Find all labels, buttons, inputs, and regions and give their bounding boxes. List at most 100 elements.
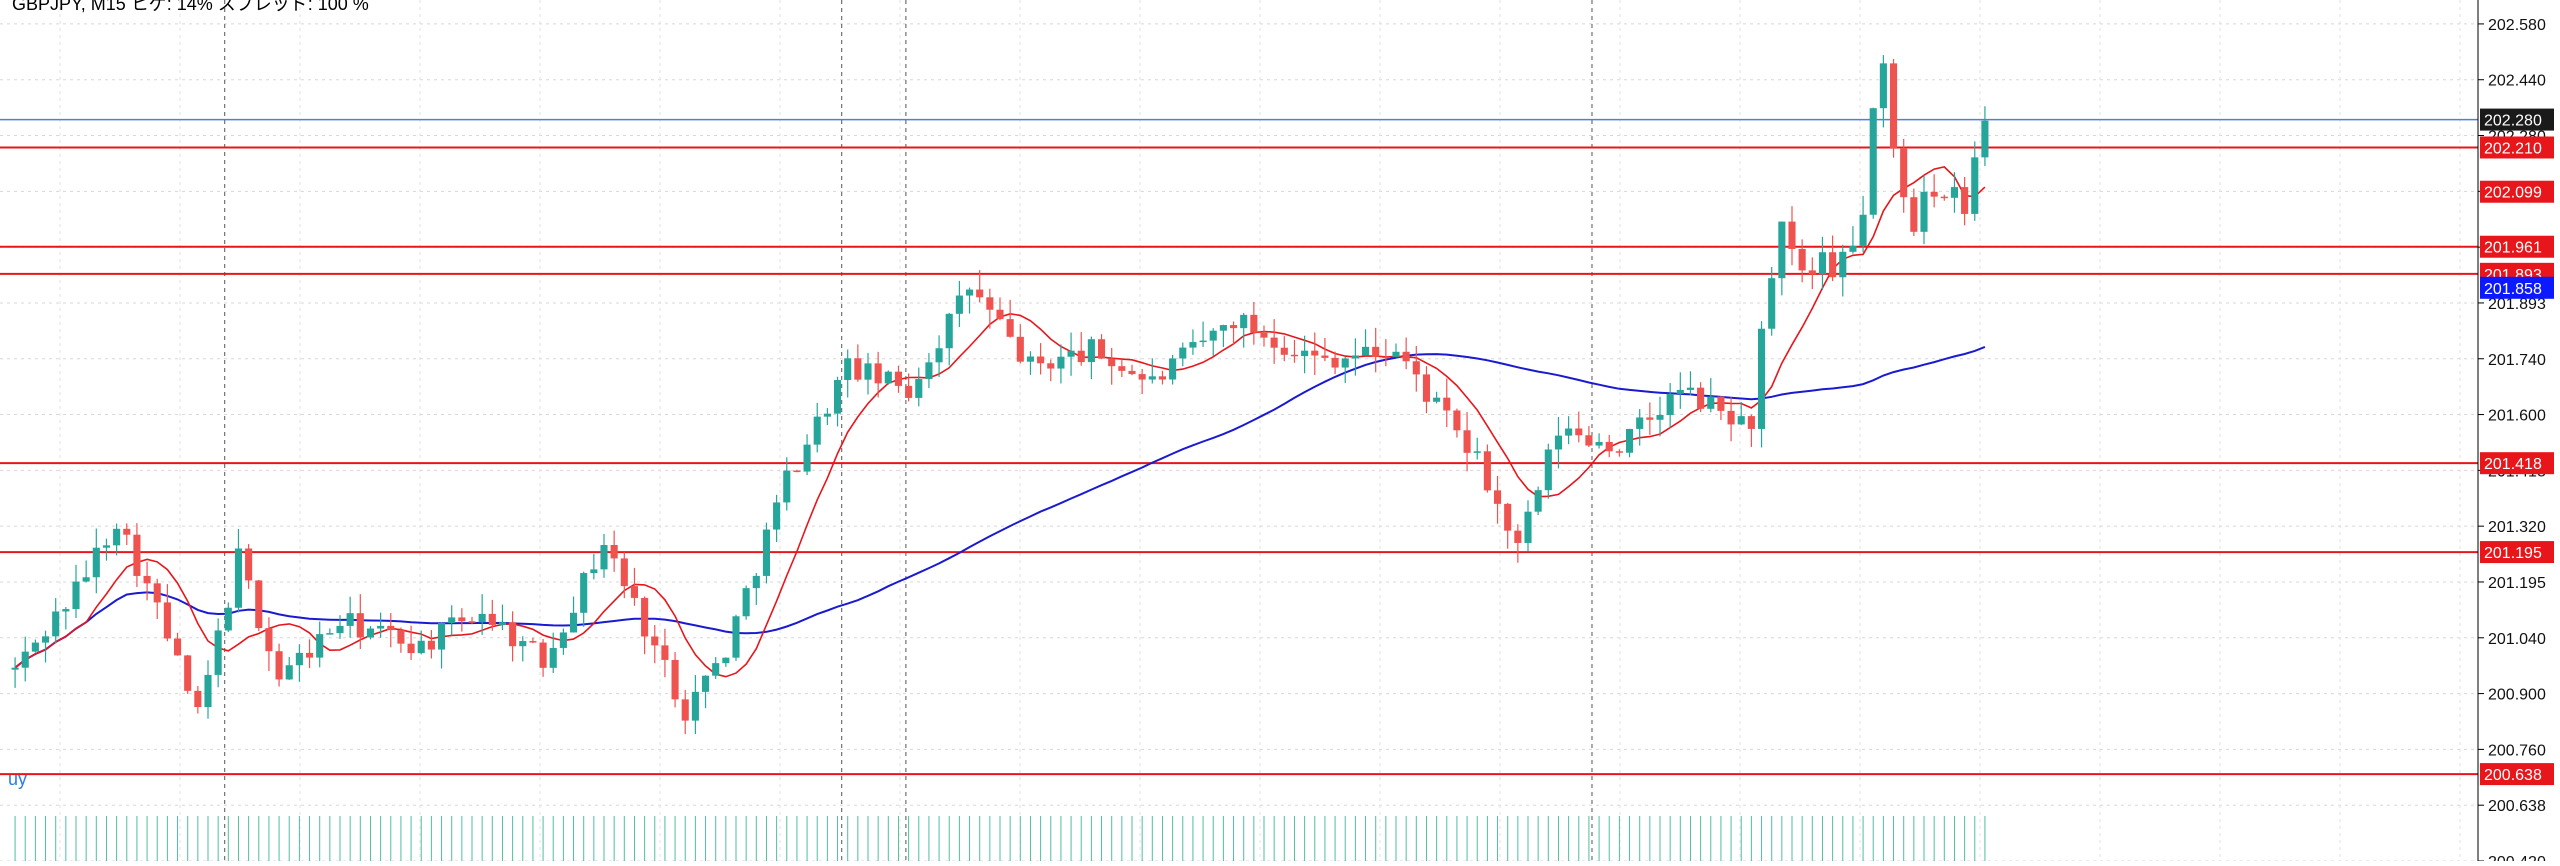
axis-tick-label: 200.420 (2488, 854, 2546, 861)
candle-body (1087, 339, 1095, 363)
candle-body (945, 313, 953, 349)
candle-body (1026, 356, 1035, 362)
candle-body (356, 613, 364, 638)
candle-body (1118, 366, 1126, 371)
candle-body (1950, 187, 1959, 198)
candle-body (559, 632, 567, 648)
candle-body (123, 528, 131, 535)
candle-body (955, 295, 963, 314)
candle-body (194, 690, 202, 708)
candle-body (366, 628, 375, 638)
candle-body (976, 289, 984, 298)
candle-body (874, 363, 882, 384)
price-tag: 202.280 (2480, 108, 2554, 131)
ma-slow-line (14, 345, 1986, 669)
candle-body (1788, 221, 1796, 249)
candle-body (590, 569, 598, 574)
candle-body (854, 358, 862, 380)
candle-body (864, 363, 872, 380)
axis-tick-label: 201.195 (2488, 575, 2546, 592)
candle-body (21, 651, 29, 668)
candle-body (1727, 410, 1735, 425)
candle-body (935, 348, 943, 363)
candle-body (1260, 332, 1268, 338)
candle-body (762, 529, 771, 576)
candle-body (651, 636, 659, 646)
candle-body (448, 617, 456, 624)
candle-body (417, 640, 425, 654)
level-tag: 201.418 (2480, 452, 2554, 475)
candle-body (1138, 374, 1146, 380)
candle-body (1717, 396, 1725, 411)
candle-body (1047, 363, 1055, 369)
candle-body (1077, 350, 1085, 363)
candle-body (488, 613, 496, 625)
candle-body (1219, 325, 1227, 331)
candle-body (163, 602, 171, 639)
candle-body (1686, 387, 1695, 390)
candle-body (600, 545, 608, 570)
candle-body (905, 385, 913, 398)
candle-body (133, 534, 141, 576)
candle-body (915, 379, 923, 398)
level-tag-text: 201.961 (2484, 240, 2542, 257)
candle-body (1463, 430, 1471, 453)
candle-body (1280, 347, 1288, 355)
level-tag-bg (2480, 452, 2554, 475)
axis-tick-label: 201.320 (2488, 519, 2546, 536)
candle-body (1930, 191, 1938, 197)
level-tag-text: 201.195 (2484, 545, 2542, 562)
axis-tick-label: 201.740 (2488, 352, 2546, 369)
axis-tick-label: 201.893 (2488, 296, 2546, 313)
candle-body (1311, 350, 1319, 356)
candle-body (742, 588, 750, 617)
candle-body (1839, 251, 1847, 278)
candle-body (1920, 191, 1928, 232)
marker-tag: 202.099 (2480, 180, 2554, 203)
candle-body (1057, 356, 1065, 369)
candle-body (1037, 356, 1045, 364)
candle-body (204, 674, 212, 708)
candle-body (996, 309, 1004, 320)
candle-body (427, 640, 435, 650)
candle-body (1402, 351, 1410, 362)
candle-body (336, 625, 344, 634)
candle-body (1158, 376, 1167, 380)
candle-body (1209, 330, 1217, 341)
candle-body (793, 470, 801, 473)
candle-body (1128, 370, 1136, 375)
candle-body (214, 630, 222, 675)
candle-body (173, 638, 182, 656)
candle-body (610, 545, 618, 559)
candle-body (1372, 346, 1380, 357)
axis-tick-label: 200.638 (2488, 798, 2546, 815)
candle-body (1656, 414, 1664, 420)
candle-body (1483, 451, 1491, 491)
candle-body (1351, 355, 1359, 359)
chart-info-line: GBPJPY, M15 ヒゲ: 14% スプレッド: 100 % (12, 0, 369, 14)
candle-body (1707, 396, 1715, 409)
candle-body (1422, 374, 1431, 402)
candle-body (184, 655, 192, 691)
axis-tick-label: 201.600 (2488, 408, 2546, 425)
axis-tick-label: 202.580 (2488, 17, 2546, 34)
volume-bars (14, 816, 1986, 861)
candles (11, 55, 1989, 735)
candle-body (1250, 314, 1258, 333)
candle-body (1737, 416, 1745, 425)
candle-body (1301, 350, 1309, 357)
candle-body (833, 380, 842, 414)
candle-body (1179, 347, 1187, 359)
candle-body (11, 667, 19, 670)
candle-body (316, 634, 324, 658)
level-tag: 201.961 (2480, 235, 2554, 258)
level-tag: 200.638 (2480, 763, 2554, 786)
candle-body (1940, 196, 1948, 199)
candle-body (1016, 336, 1024, 362)
candle-body (1331, 357, 1339, 368)
candle-body (813, 416, 821, 445)
candle-body (255, 580, 263, 629)
candle-body (529, 641, 537, 643)
